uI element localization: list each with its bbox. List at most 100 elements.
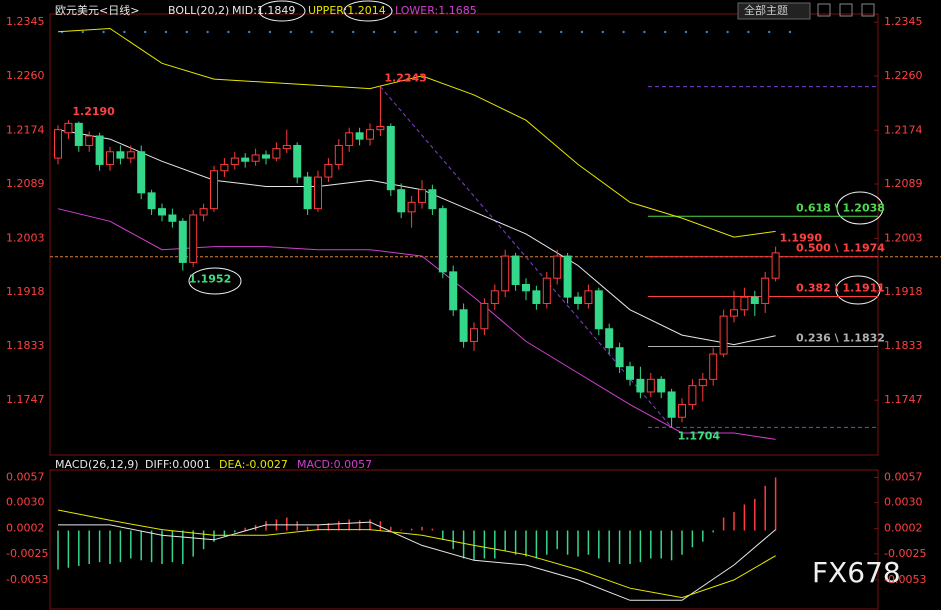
candle-body xyxy=(220,163,229,172)
marker-dot xyxy=(726,30,729,34)
marker-dot xyxy=(227,30,230,34)
y-tick-label-right: 1.2174 xyxy=(884,123,923,136)
marker-dot xyxy=(560,30,563,34)
marker-dot xyxy=(144,30,147,34)
candle-body xyxy=(303,176,312,210)
y-tick-label-right: 0.0002 xyxy=(884,522,923,535)
candle-body xyxy=(314,176,322,210)
candle-body xyxy=(480,302,489,330)
marker-dot xyxy=(684,30,688,34)
annotation-ellipse xyxy=(258,0,306,22)
y-tick-label-right: 1.2345 xyxy=(884,15,923,28)
indicator-line xyxy=(58,521,776,601)
candle-body xyxy=(407,201,416,213)
candle-body xyxy=(147,192,156,210)
marker-dot xyxy=(81,30,85,34)
candle-body xyxy=(282,144,291,150)
marker-dot xyxy=(539,30,542,34)
marker-dot xyxy=(664,30,667,34)
candle-body xyxy=(158,208,166,216)
marker-dot xyxy=(372,30,376,34)
marker-dot xyxy=(331,30,334,34)
marker-dot xyxy=(456,30,459,34)
y-tick-label-left: 0.0030 xyxy=(6,496,45,509)
high-label: 1.1990 xyxy=(780,232,823,245)
marker-dot xyxy=(768,30,771,34)
fib-level-label: 0.618 \ 1.2038 xyxy=(796,201,885,214)
candle-body xyxy=(272,148,281,159)
y-tick-label-left: -0.0053 xyxy=(6,573,48,586)
candle-body xyxy=(178,220,187,263)
y-tick-label-left: 1.2260 xyxy=(6,69,45,82)
icon-button[interactable] xyxy=(817,3,831,17)
candle-body xyxy=(324,163,333,178)
marker-dot xyxy=(497,30,500,34)
candle-body xyxy=(189,214,198,263)
legend-entry: LOWER:1.1685 xyxy=(395,4,477,17)
candle-body xyxy=(605,328,614,349)
marker-dot xyxy=(601,30,604,34)
candle-body xyxy=(137,151,146,194)
candle-body xyxy=(646,378,655,393)
annotation-ellipse xyxy=(188,267,242,295)
legend-entry: MID:1.1849 xyxy=(232,4,295,17)
trend-line xyxy=(380,86,672,428)
y-tick-label-right: 1.1747 xyxy=(884,393,923,406)
candle-body xyxy=(542,277,551,304)
candle-body xyxy=(334,144,343,165)
candle-body xyxy=(366,129,374,140)
legend-entry: DEA:-0.0027 xyxy=(219,458,288,471)
candle-body xyxy=(750,296,759,304)
candle-body xyxy=(532,290,541,304)
y-tick-label-right: 1.2089 xyxy=(884,177,923,190)
candle-body xyxy=(355,132,364,140)
candle-body xyxy=(168,214,177,222)
marker-dot xyxy=(518,30,521,34)
candle-body xyxy=(345,132,354,146)
candle-body xyxy=(74,122,83,146)
candle-body xyxy=(594,290,603,330)
marker-dot xyxy=(268,30,272,34)
marker-dot xyxy=(788,30,792,34)
annotation-ellipse xyxy=(836,191,884,225)
icon-button[interactable] xyxy=(861,3,875,17)
annotation-ellipse xyxy=(835,275,881,305)
chart-title: 欧元美元<日线> xyxy=(55,3,139,17)
candle-body xyxy=(438,208,447,273)
y-tick-label-left: -0.0025 xyxy=(6,547,48,560)
marker-dot xyxy=(435,30,438,34)
y-tick-label-left: 0.0057 xyxy=(6,470,45,483)
marker-dot xyxy=(580,30,584,34)
indicator-line xyxy=(57,509,776,599)
candle-body xyxy=(688,385,697,406)
candle-body xyxy=(522,284,530,292)
marker-dot xyxy=(476,30,480,34)
candle-body xyxy=(210,170,218,210)
candle-body xyxy=(511,255,520,286)
high-label: 1.2243 xyxy=(384,72,426,85)
candle-body xyxy=(574,296,582,304)
y-tick-label-right: 0.0057 xyxy=(884,470,923,483)
icon-button[interactable] xyxy=(839,3,853,17)
candle-body xyxy=(251,154,260,162)
marker-dot xyxy=(206,30,209,34)
y-tick-label-right: 1.1918 xyxy=(884,285,923,298)
candle-body xyxy=(553,255,562,279)
candle-body xyxy=(428,189,437,210)
indicator-label: BOLL(20,2) xyxy=(168,4,229,17)
candle-body xyxy=(678,404,686,418)
candle-body xyxy=(636,378,645,393)
y-tick-label-right: 0.0030 xyxy=(884,496,923,509)
candle-body xyxy=(85,135,94,146)
y-tick-label-right: 1.1833 xyxy=(884,339,923,352)
candle-body xyxy=(126,151,135,159)
candle-body xyxy=(584,290,593,304)
theme-button-label[interactable]: 全部主题 xyxy=(744,3,788,17)
candle-body xyxy=(698,378,707,387)
theme-button[interactable] xyxy=(737,2,811,20)
marker-dot xyxy=(352,30,355,34)
marker-dot xyxy=(705,30,708,34)
candle-body xyxy=(459,309,468,342)
